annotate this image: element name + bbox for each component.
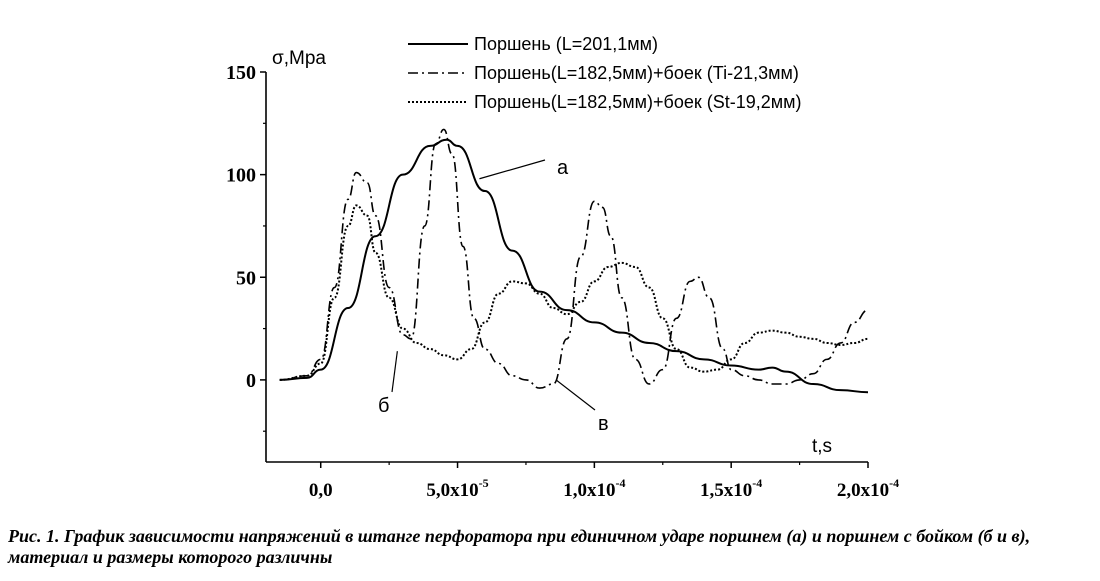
- x-tick-label: 1,5x10-4: [700, 476, 762, 501]
- stress-chart: 0 50 100 150 0,0 5,0x10-5 1,0x10-4 1,5x10-4 2,0x…: [226, 34, 899, 501]
- x-tick-label: 1,0x10-4: [563, 476, 625, 501]
- y-tick-label: 0: [246, 370, 256, 392]
- series-line-1: [279, 138, 869, 394]
- y-axis-label: σ,Mpa: [272, 48, 326, 69]
- annotation-label-3: б: [378, 395, 389, 417]
- annotation-leader-1: [479, 159, 546, 180]
- y-tick-label: 150: [226, 62, 256, 84]
- annotation-label-2: в: [598, 413, 609, 435]
- x-tick-label: 5,0x10-5: [426, 476, 488, 501]
- legend-label-1: Поршень (L=201,1мм): [474, 34, 658, 54]
- legend-label-2: Поршень(L=182,5мм)+боек (Ti-21,3мм): [474, 63, 799, 83]
- y-tick-label: 50: [236, 267, 256, 289]
- y-tick-label: 100: [226, 165, 256, 187]
- x-tick-label: 2,0x10-4: [837, 476, 899, 501]
- annotation-leader-3: [391, 351, 398, 393]
- annotation-leader-2: [555, 379, 596, 411]
- annotation-label-1: а: [557, 157, 569, 179]
- x-tick-label: 0,0: [309, 480, 333, 501]
- figure-caption: Рис. 1. График зависимости напряжений в …: [8, 526, 1031, 567]
- legend-label-3: Поршень(L=182,5мм)+боек (St-19,2мм): [474, 92, 802, 112]
- series-line-2: [279, 128, 869, 389]
- series-line-3: [279, 204, 869, 381]
- x-axis-label: t,s: [812, 436, 832, 457]
